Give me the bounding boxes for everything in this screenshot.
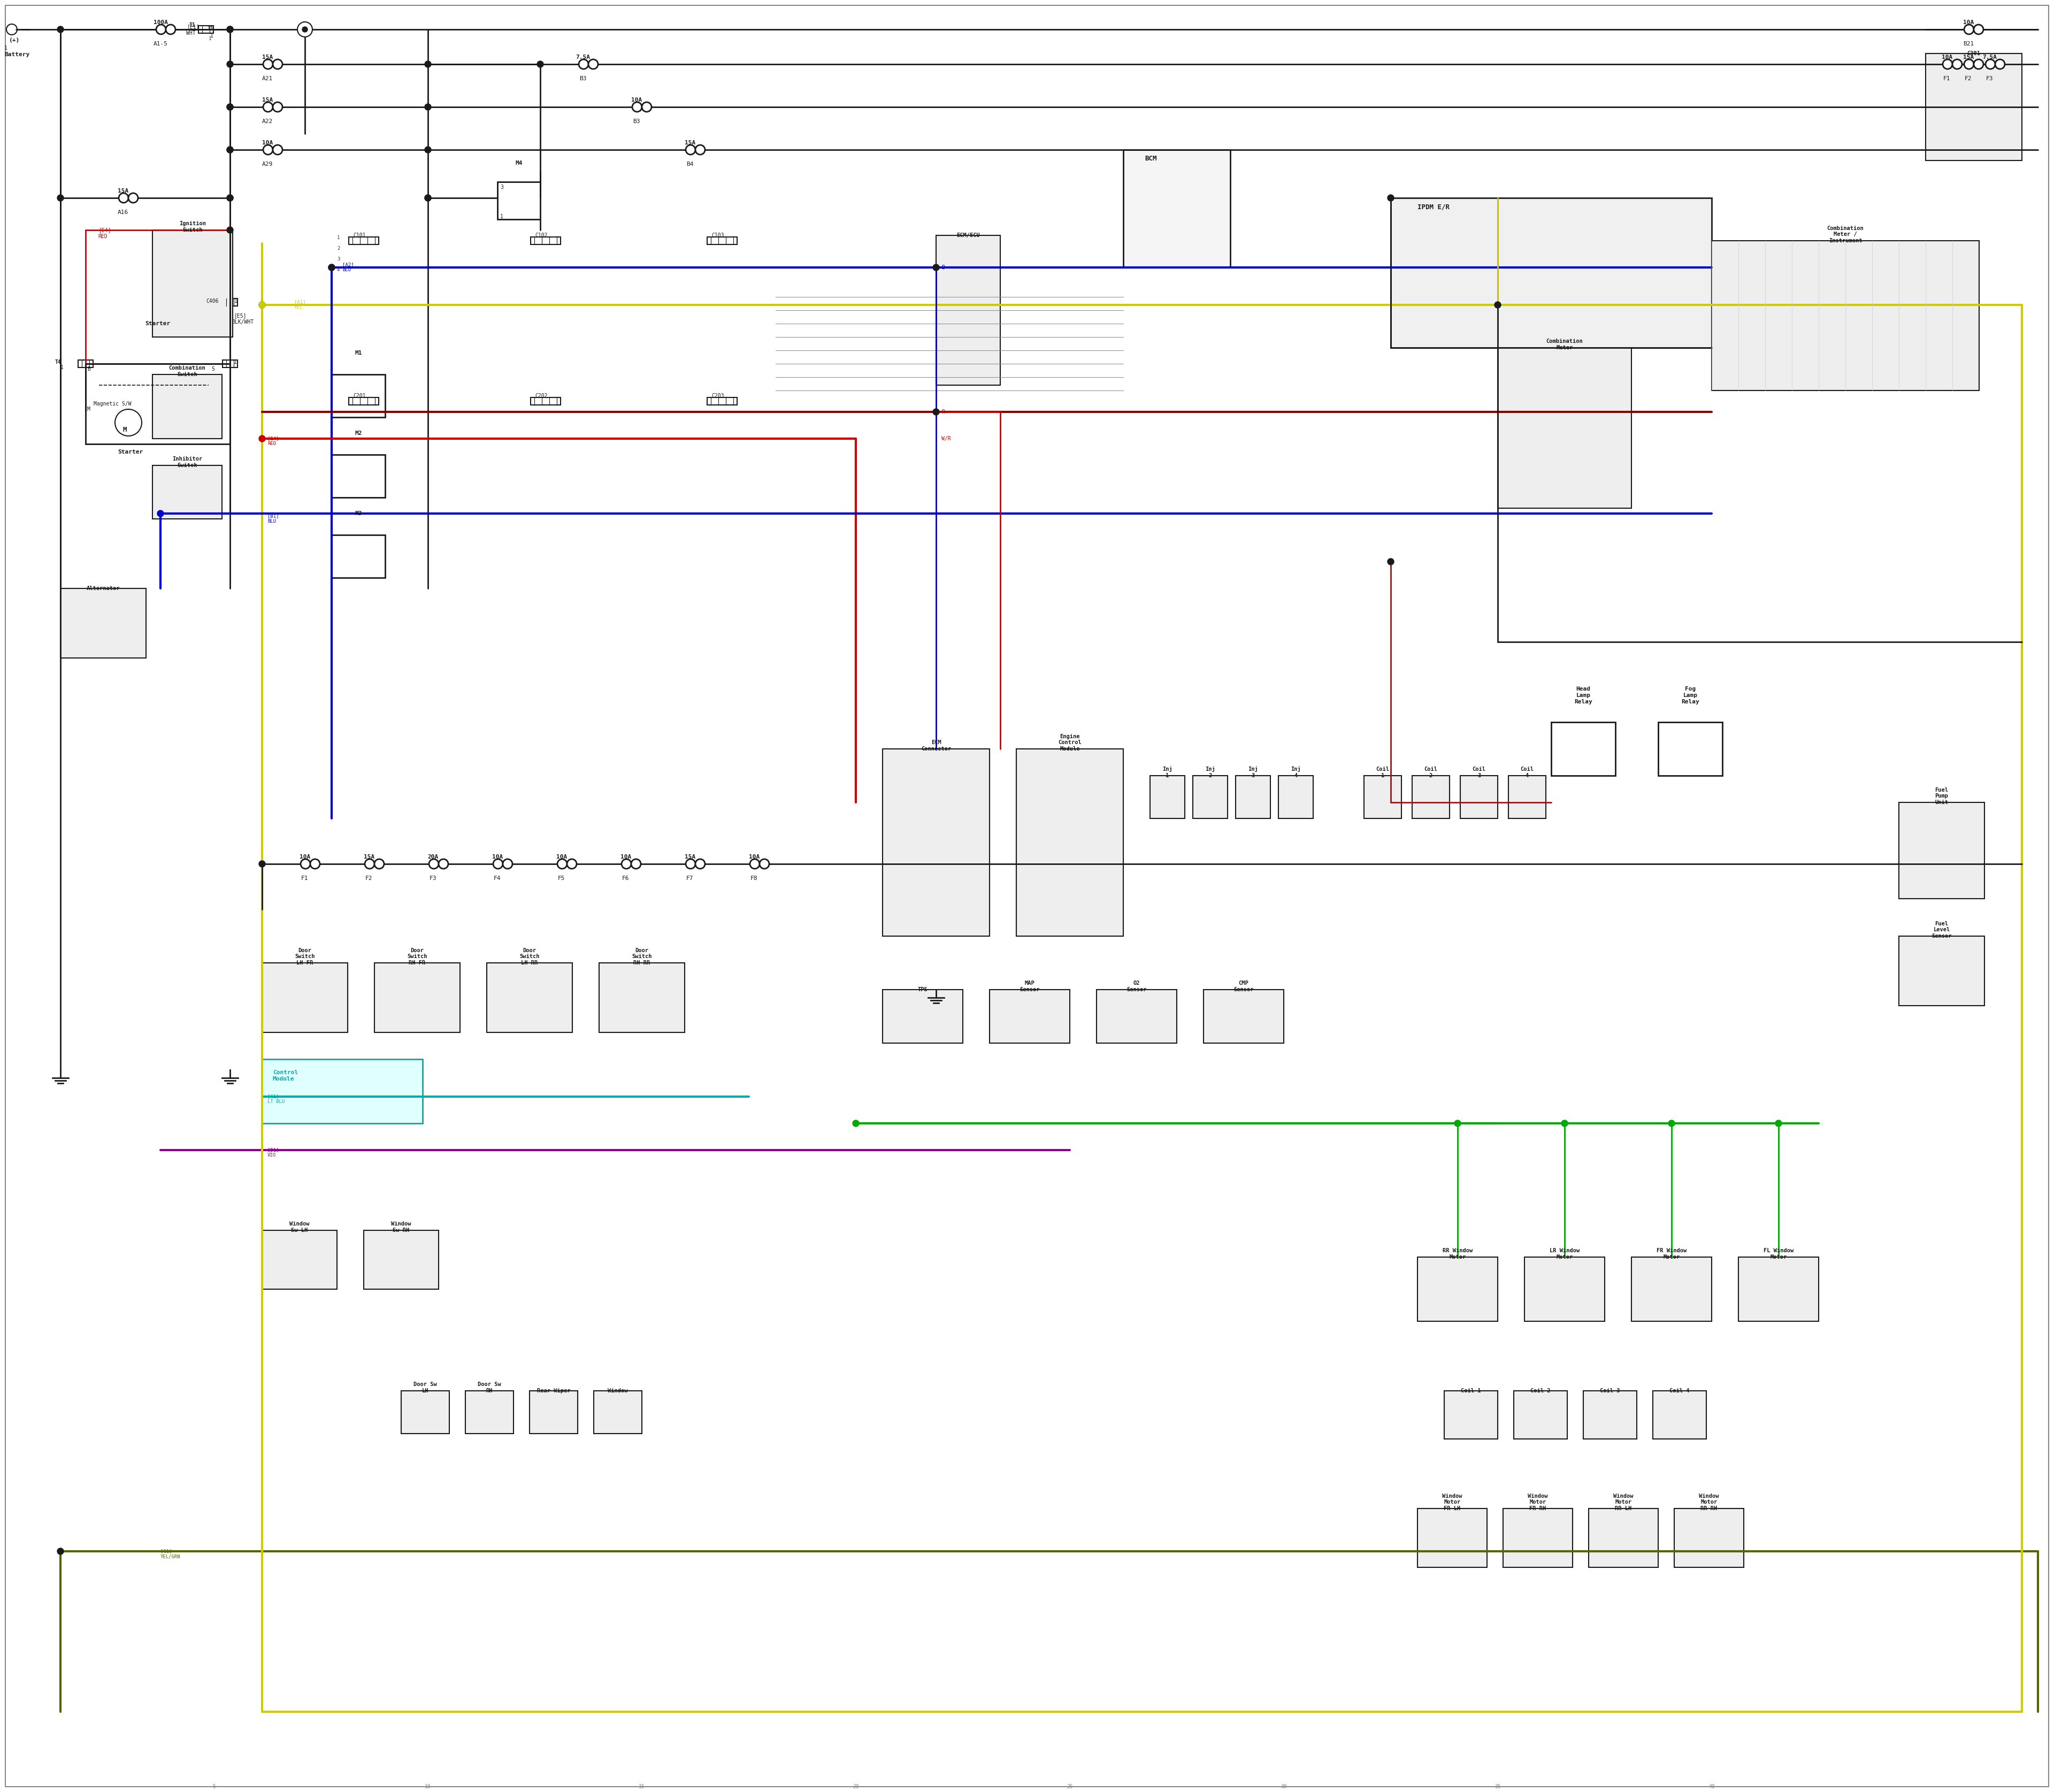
Text: [B1]
BLU: [B1] BLU	[267, 514, 279, 523]
Text: Fuel
Level
Sensor: Fuel Level Sensor	[1931, 921, 1951, 939]
Bar	[937, 235, 1000, 385]
Bar	[1898, 935, 1984, 1005]
Text: 10A: 10A	[300, 855, 310, 860]
Bar	[1417, 1509, 1487, 1568]
Bar	[199, 25, 214, 34]
Circle shape	[58, 1548, 64, 1554]
Circle shape	[273, 102, 283, 111]
Text: Door
Switch
RH FR: Door Switch RH FR	[407, 948, 427, 966]
Circle shape	[425, 147, 431, 152]
Text: Inj
3: Inj 3	[1249, 767, 1257, 778]
Circle shape	[329, 263, 335, 271]
Text: Fuel
Pump
Unit: Fuel Pump Unit	[1935, 787, 1949, 805]
Text: FR Window
Motor: FR Window Motor	[1656, 1249, 1686, 1260]
Circle shape	[6, 23, 16, 34]
Text: Coil
1: Coil 1	[1376, 767, 1389, 778]
Circle shape	[1986, 59, 1994, 70]
Text: FL Window
Motor: FL Window Motor	[1764, 1249, 1793, 1260]
Text: R: R	[941, 409, 945, 414]
Bar	[1588, 1509, 1658, 1568]
Text: CMP
Sensor: CMP Sensor	[1234, 980, 1253, 993]
Text: B3: B3	[579, 75, 587, 81]
Circle shape	[696, 858, 705, 869]
Circle shape	[226, 195, 234, 201]
Text: O2
Sensor: O2 Sensor	[1128, 980, 1146, 993]
Text: A16: A16	[117, 210, 129, 215]
Bar	[1514, 1391, 1567, 1439]
Bar	[1631, 1256, 1711, 1321]
Text: [E1]: [E1]	[187, 23, 199, 29]
Bar	[263, 962, 347, 1032]
Circle shape	[119, 194, 127, 202]
Text: Coil 2: Coil 2	[1530, 1389, 1551, 1394]
Circle shape	[1775, 1120, 1781, 1127]
Bar	[1193, 776, 1228, 819]
Bar	[1927, 54, 2021, 161]
Text: 15A: 15A	[684, 855, 696, 860]
Text: ECM/ECU: ECM/ECU	[957, 233, 980, 238]
Text: LR Window
Motor: LR Window Motor	[1549, 1249, 1580, 1260]
Bar	[1497, 348, 1631, 509]
Text: 10A: 10A	[1941, 54, 1953, 59]
Text: Magnetic S/W: Magnetic S/W	[94, 401, 131, 407]
Circle shape	[567, 858, 577, 869]
Bar	[990, 989, 1070, 1043]
Text: 4: 4	[337, 267, 339, 272]
Text: A21: A21	[263, 75, 273, 81]
Bar	[1364, 776, 1401, 819]
Circle shape	[425, 61, 431, 68]
Circle shape	[1668, 1120, 1674, 1127]
Text: Battery: Battery	[4, 52, 29, 57]
Text: 10A: 10A	[493, 855, 503, 860]
Circle shape	[933, 409, 939, 416]
Text: B21: B21	[1964, 41, 1974, 47]
Text: F1: F1	[1943, 75, 1951, 81]
Text: A29: A29	[263, 161, 273, 167]
Text: [G1]
YEL/GRN: [G1] YEL/GRN	[160, 1548, 181, 1559]
Text: Coil 4: Coil 4	[1670, 1389, 1690, 1394]
Circle shape	[259, 301, 265, 308]
Text: C301: C301	[1968, 50, 1980, 56]
Text: T1: T1	[189, 23, 195, 29]
Text: C103: C103	[711, 233, 723, 238]
Text: TPS: TPS	[918, 987, 928, 993]
Bar	[263, 1059, 423, 1124]
Text: 7.5A: 7.5A	[575, 54, 589, 59]
Text: F2: F2	[1966, 75, 1972, 81]
Circle shape	[259, 860, 265, 867]
Circle shape	[263, 102, 273, 111]
Circle shape	[633, 102, 641, 111]
Bar	[1524, 1256, 1604, 1321]
Text: Inhibitor
Switch: Inhibitor Switch	[173, 457, 201, 468]
Text: B3: B3	[633, 118, 641, 124]
Circle shape	[298, 22, 312, 38]
Text: Combination
Meter /
Instrument: Combination Meter / Instrument	[1826, 226, 1863, 244]
Circle shape	[1953, 59, 1962, 70]
Circle shape	[1974, 25, 1984, 34]
Text: Inj
4: Inj 4	[1290, 767, 1300, 778]
Circle shape	[429, 858, 440, 869]
Bar	[600, 962, 684, 1032]
Circle shape	[686, 858, 696, 869]
Bar	[78, 360, 92, 367]
Text: [A1]
YEL: [A1] YEL	[294, 299, 306, 310]
Circle shape	[760, 858, 768, 869]
Bar	[152, 229, 232, 337]
Text: A22: A22	[263, 118, 273, 124]
Circle shape	[557, 858, 567, 869]
Circle shape	[933, 263, 939, 271]
Circle shape	[631, 858, 641, 869]
Text: 1: 1	[234, 360, 236, 366]
Circle shape	[1454, 1120, 1460, 1127]
Text: 1: 1	[60, 366, 64, 371]
Text: (+): (+)	[8, 38, 21, 43]
Text: Door
Switch
RH RR: Door Switch RH RR	[633, 948, 651, 966]
Bar	[349, 398, 378, 405]
Circle shape	[425, 195, 431, 201]
Circle shape	[1389, 195, 1395, 201]
Bar	[707, 237, 737, 244]
Bar	[883, 749, 990, 935]
Bar	[331, 455, 386, 498]
Bar	[1278, 776, 1313, 819]
Text: Window
Motor
RR LH: Window Motor RR LH	[1612, 1493, 1633, 1511]
